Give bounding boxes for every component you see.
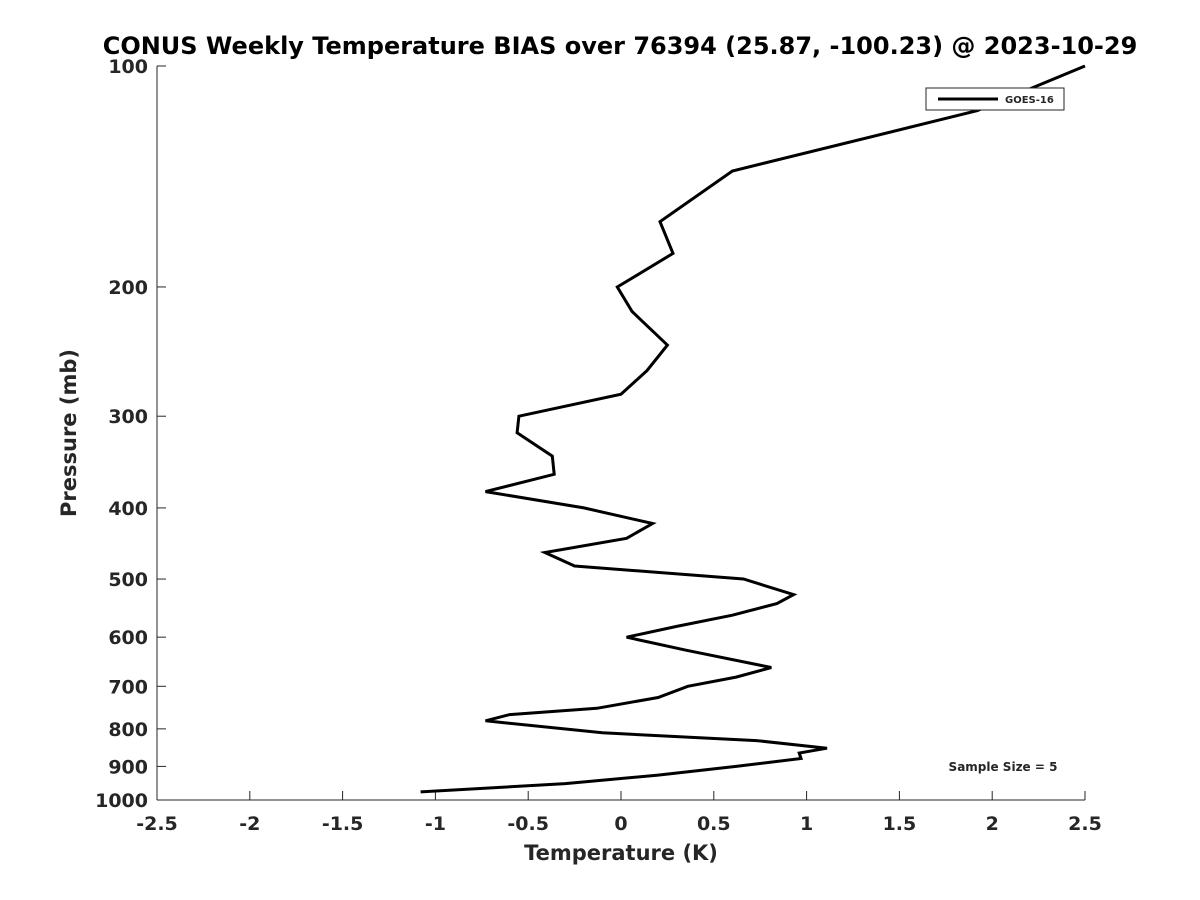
x-axis-label: Temperature (K) — [524, 841, 718, 865]
x-tick-label: 1 — [800, 813, 813, 835]
y-tick-label: 300 — [108, 406, 148, 428]
y-axis-label: Pressure (mb) — [57, 349, 81, 517]
x-tick-label: 0.5 — [697, 813, 731, 835]
y-tick-label: 500 — [108, 569, 148, 591]
y-tick-label: 700 — [108, 676, 148, 698]
y-tick-label: 600 — [108, 627, 148, 649]
x-tick-label: 0 — [614, 813, 627, 835]
y-tick-label: 900 — [108, 756, 148, 778]
y-tick-label: 800 — [108, 719, 148, 741]
plot-area — [156, 66, 1085, 801]
y-axis-ticks: 100 200 300 400 500 600 700 800 900 1000 — [95, 56, 166, 812]
x-tick-label: -2.5 — [136, 813, 178, 835]
series-line-goes-16 — [420, 64, 1086, 794]
y-tick-label: 400 — [108, 498, 148, 520]
x-tick-label: -1.5 — [322, 813, 364, 835]
y-tick-label: 200 — [108, 277, 148, 299]
legend-label-goes-16: GOES-16 — [1005, 95, 1054, 106]
x-tick-label: 2.5 — [1068, 813, 1102, 835]
x-axis-ticks: -2.5 -2 -1.5 -1 -0.5 0 0.5 1 1.5 2 2.5 — [136, 791, 1102, 835]
x-tick-label: 2 — [986, 813, 999, 835]
x-tick-label: -1 — [425, 813, 446, 835]
y-tick-label: 100 — [108, 56, 148, 78]
series-layer — [420, 64, 1086, 794]
legend: GOES-16 — [925, 87, 1065, 111]
y-tick-label: 1000 — [95, 790, 148, 812]
x-tick-label: -0.5 — [507, 813, 549, 835]
sample-size-annotation: Sample Size = 5 — [949, 760, 1058, 774]
x-tick-label: -2 — [239, 813, 260, 835]
chart-title: CONUS Weekly Temperature BIAS over 76394… — [103, 32, 1138, 60]
x-tick-label: 1.5 — [883, 813, 917, 835]
